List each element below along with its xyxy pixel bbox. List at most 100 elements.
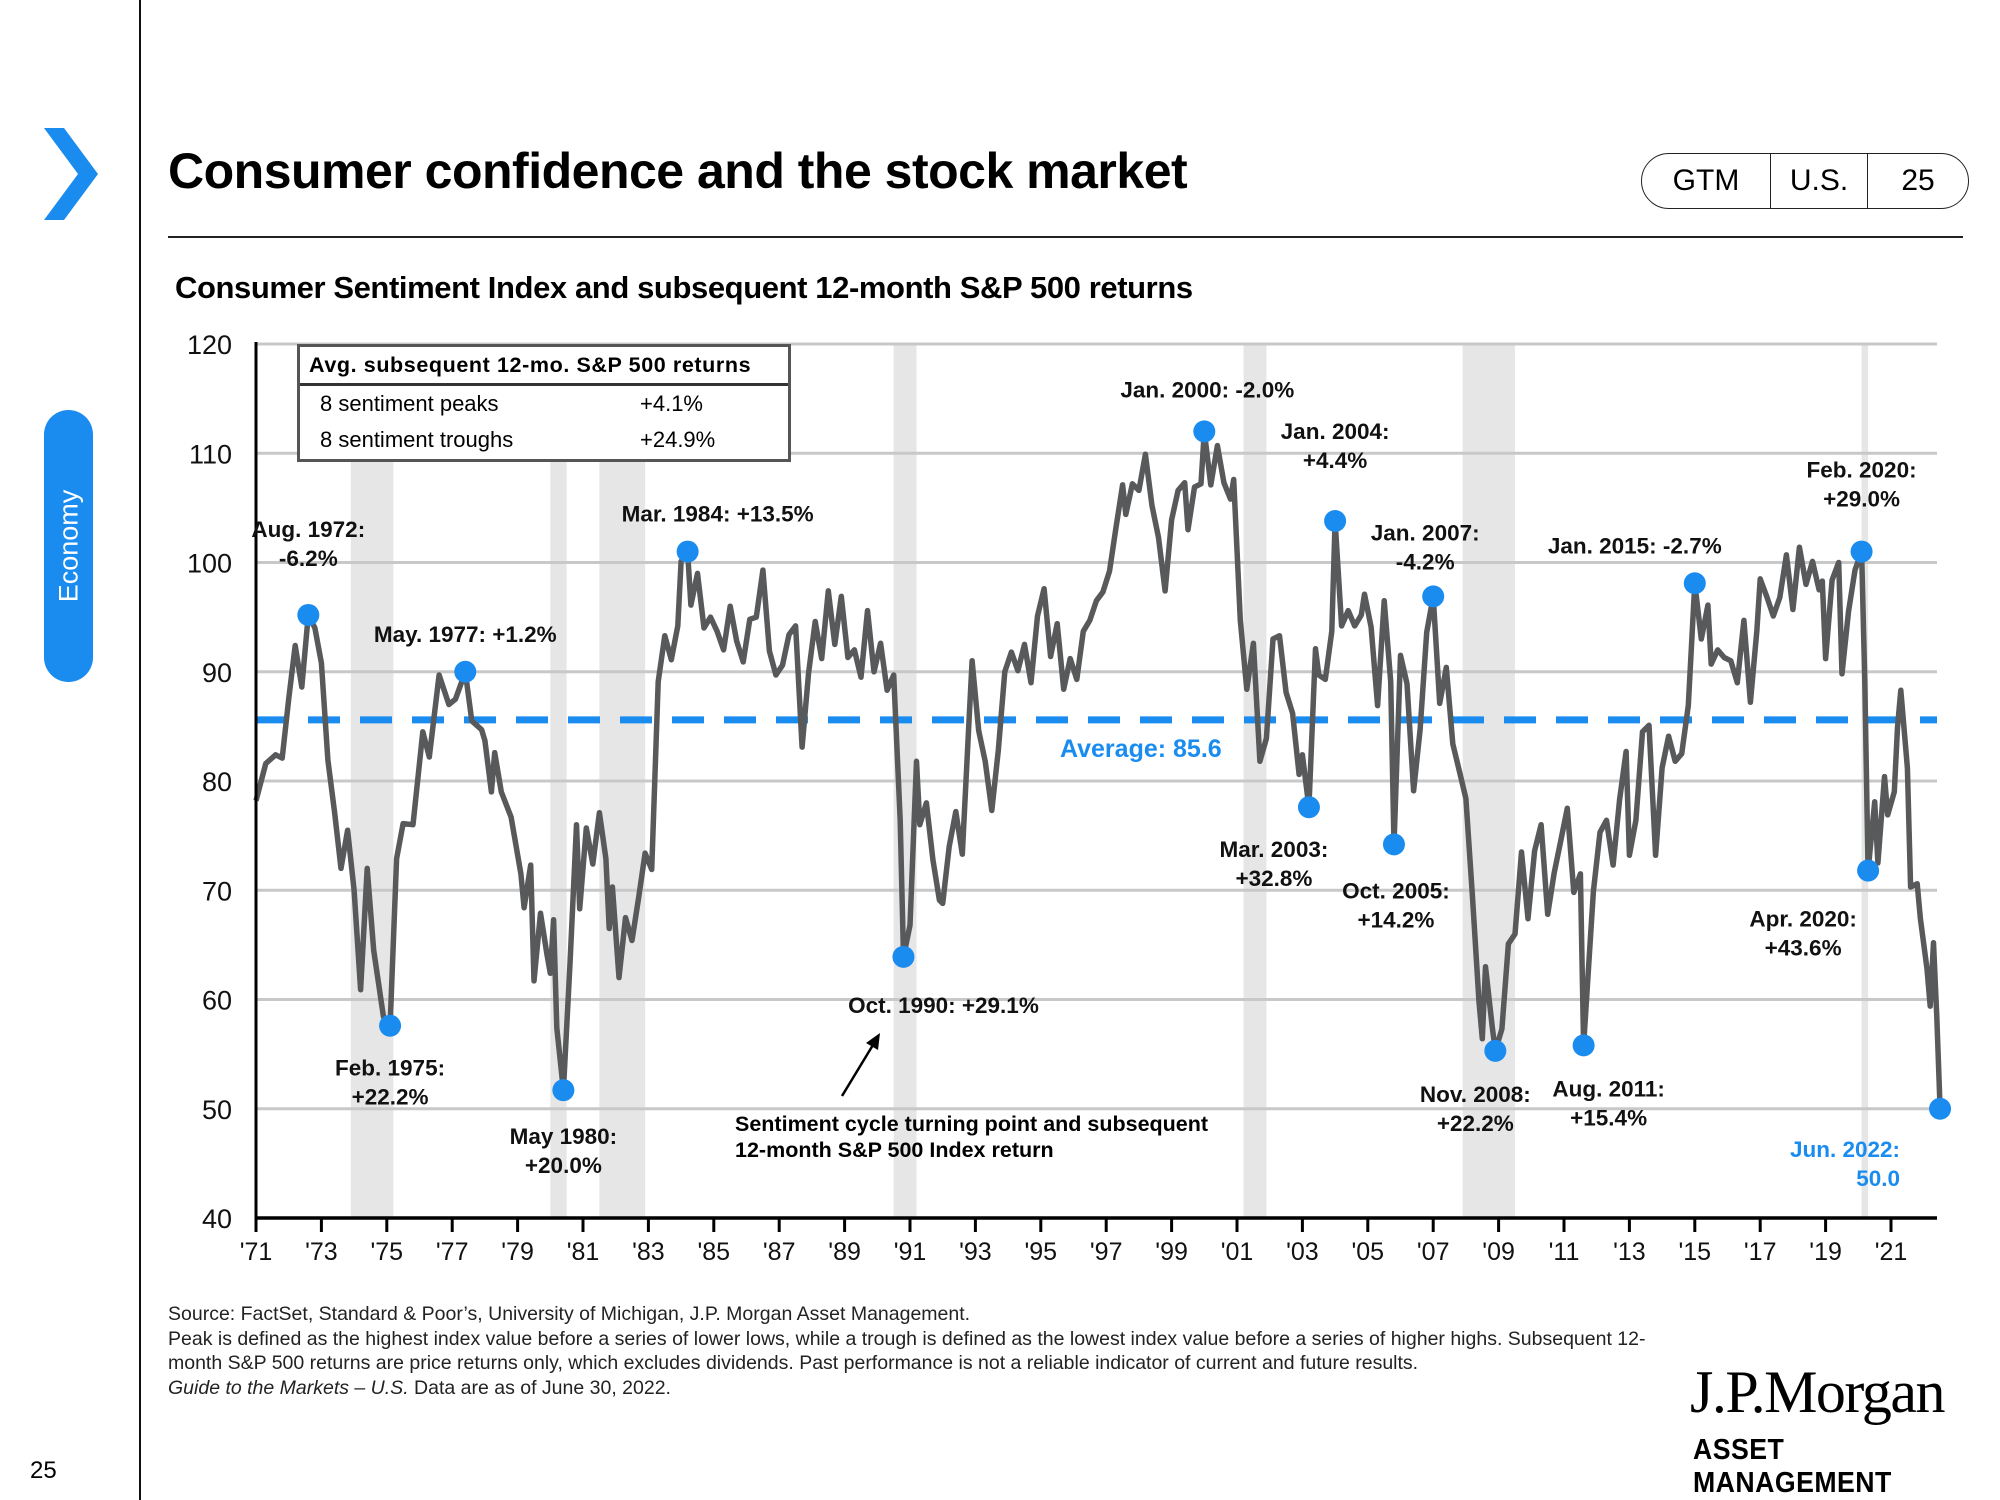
left-divider	[139, 0, 141, 1500]
arrow-head-icon	[866, 1033, 880, 1050]
data-date-note: Guide to the Markets – U.S. Data are as …	[168, 1376, 1668, 1401]
turning-point-value: +32.8%	[1235, 866, 1312, 891]
y-tick-label: 110	[189, 439, 232, 469]
turning-point-label: Aug. 2011:	[1552, 1076, 1665, 1101]
guide-title: Guide to the Markets – U.S.	[168, 1376, 409, 1399]
x-tick-label: '09	[1482, 1238, 1515, 1266]
turning-point-labels: Aug. 1972: -6.2% Feb. 1975: +22.2% May. 1977…	[251, 377, 1916, 1190]
turning-point-label: Feb. 1975:	[335, 1056, 445, 1081]
turning-point-label: Apr. 2020:	[1749, 907, 1857, 932]
x-tick-label: '87	[763, 1238, 796, 1266]
turning-point-label: Nov. 2008:	[1420, 1082, 1531, 1107]
turning-point-value: 50.0	[1856, 1166, 1900, 1191]
x-tick-label: '91	[894, 1238, 927, 1266]
turning-point-marker	[1572, 1034, 1595, 1057]
source-note: Source: FactSet, Standard & Poor’s, Univ…	[168, 1303, 971, 1325]
summary-row-peaks: 8 sentiment peaks +4.1%	[300, 386, 788, 422]
chevron-right-icon	[44, 128, 98, 220]
page-badge: GTM U.S. 25	[1641, 153, 1969, 209]
turning-point-value: +4.4%	[1303, 448, 1367, 473]
turning-point-marker	[552, 1079, 575, 1102]
y-tick-label: 60	[202, 986, 232, 1016]
turning-points	[297, 420, 1952, 1120]
turning-point-label: Jun. 2022:	[1790, 1137, 1900, 1162]
turning-point-value: +14.2%	[1357, 907, 1434, 932]
turning-point-label: Oct. 1990: +29.1%	[848, 993, 1039, 1018]
y-tick-label: 120	[187, 330, 232, 360]
x-tick-label: '07	[1417, 1238, 1450, 1266]
section-tab-economy[interactable]: Economy	[44, 410, 93, 682]
row-value: +24.9%	[640, 427, 716, 452]
turning-point-label: Jan. 2004:	[1281, 419, 1390, 444]
jpmorgan-logo: J.P.Morgan	[1690, 1359, 1945, 1425]
turning-point-label: Aug. 1972:	[251, 517, 365, 542]
turning-point-label: Feb. 2020:	[1807, 458, 1917, 483]
turning-point-marker	[1324, 509, 1347, 532]
y-tick-label: 80	[202, 767, 232, 797]
turning-point-label: Mar. 2003:	[1220, 837, 1329, 862]
x-tick-label: '75	[371, 1238, 404, 1266]
summary-row-troughs: 8 sentiment troughs +24.9%	[300, 422, 788, 458]
x-tick-label: '95	[1025, 1238, 1058, 1266]
footnotes: Source: FactSet, Standard & Poor’s, Univ…	[168, 1302, 1668, 1400]
x-tick-label: '81	[567, 1238, 600, 1266]
chart-title: Consumer Sentiment Index and subsequent …	[175, 270, 1193, 305]
y-tick-label: 70	[202, 876, 232, 906]
turning-point-value: +29.0%	[1823, 487, 1900, 512]
turning-point-label: Jan. 2015: -2.7%	[1548, 533, 1722, 558]
page-title: Consumer confidence and the stock market	[168, 143, 1188, 199]
turning-point-label: Mar. 1984: +13.5%	[622, 502, 814, 527]
turning-point-marker	[297, 603, 320, 626]
badge-page: 25	[1901, 164, 1935, 197]
turning-point-marker	[1929, 1097, 1952, 1120]
x-tick-label: '77	[436, 1238, 469, 1266]
turning-point-marker	[1857, 859, 1880, 882]
annotation-line2: 12-month S&P 500 Index return	[735, 1138, 1054, 1162]
turning-point-marker	[892, 945, 915, 968]
asset-management-logo: ASSET MANAGEMENT	[1693, 1434, 1892, 1499]
turning-point-value: +15.4%	[1570, 1105, 1647, 1130]
x-tick-label: '15	[1679, 1238, 1712, 1266]
definition-note: Peak is defined as the highest index val…	[168, 1327, 1646, 1375]
x-tick-label: '73	[305, 1238, 338, 1266]
y-tick-label: 40	[202, 1204, 232, 1234]
x-tick-label: '89	[828, 1238, 861, 1266]
annotation-arrow-group	[840, 1033, 880, 1097]
turning-point-value: -4.2%	[1396, 549, 1455, 574]
summary-table-header: Avg. subsequent 12-mo. S&P 500 returns	[300, 347, 788, 386]
summary-table: Avg. subsequent 12-mo. S&P 500 returns 8…	[297, 344, 791, 462]
row-label: 8 sentiment troughs	[320, 427, 514, 452]
turning-point-label: Jan. 2007:	[1371, 520, 1480, 545]
turning-point-value: +22.2%	[352, 1085, 429, 1110]
x-tick-label: '05	[1352, 1238, 1385, 1266]
turning-point-marker	[1297, 796, 1320, 819]
x-tick-label: '71	[240, 1238, 273, 1266]
turning-point-value: +22.2%	[1437, 1111, 1514, 1136]
x-tick-label: '97	[1090, 1238, 1123, 1266]
turning-point-marker	[1422, 585, 1445, 608]
turning-point-marker	[379, 1014, 402, 1037]
x-tick-label: '11	[1549, 1238, 1580, 1266]
y-tick-label: 50	[202, 1095, 232, 1125]
y-tick-label: 100	[187, 549, 232, 579]
turning-point-marker	[1193, 420, 1216, 443]
turning-point-marker	[676, 540, 699, 563]
x-tick-label: '17	[1744, 1238, 1777, 1266]
x-tick-label: '85	[698, 1238, 731, 1266]
turning-point-label: Oct. 2005:	[1342, 878, 1450, 903]
page-number: 25	[30, 1457, 57, 1484]
x-tick-label: '01	[1221, 1238, 1254, 1266]
x-tick-label: '99	[1155, 1238, 1188, 1266]
x-tick-label: '19	[1809, 1238, 1842, 1266]
axes: 40 50 60 70 80 90 100 110 120 '71 '73 '75 '77 '79 '81 '…	[187, 330, 1937, 1266]
turning-point-marker	[1484, 1039, 1507, 1062]
turning-point-value: +20.0%	[525, 1153, 602, 1178]
title-divider	[168, 236, 1963, 238]
turning-point-value: +43.6%	[1765, 936, 1842, 961]
annotation-line1: Sentiment cycle turning point and subseq…	[735, 1112, 1208, 1136]
x-tick-label: '21	[1875, 1238, 1908, 1266]
average-label: Average: 85.6	[1060, 735, 1222, 763]
x-tick-label: '13	[1613, 1238, 1646, 1266]
turning-point-value: -6.2%	[279, 546, 338, 571]
